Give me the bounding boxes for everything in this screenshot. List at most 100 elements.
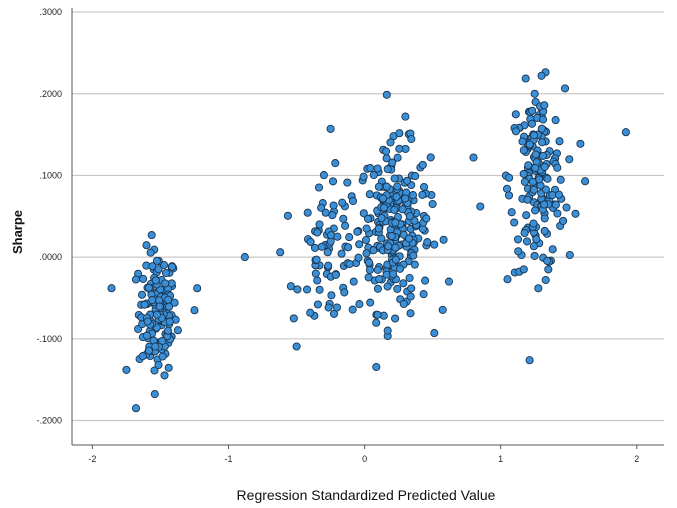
scatter-point — [131, 404, 141, 413]
scatter-point — [393, 182, 402, 191]
scatter-point — [144, 346, 154, 355]
scatter-point — [383, 282, 392, 291]
scatter-point — [384, 242, 393, 251]
scatter-point — [303, 208, 312, 217]
scatter-point — [387, 231, 396, 241]
scatter-point — [401, 112, 410, 121]
scatter-point — [173, 326, 182, 335]
scatter-point — [302, 285, 312, 294]
scatter-point — [535, 175, 544, 184]
scatter-point — [314, 183, 324, 192]
scatter-point — [240, 253, 249, 262]
scatter-point — [374, 182, 383, 191]
scatter-point — [581, 177, 590, 186]
scatter-point — [556, 175, 565, 184]
scatter-point — [142, 331, 151, 340]
scatter-point — [521, 74, 530, 83]
scatter-point — [366, 164, 375, 173]
scatter-point — [405, 212, 414, 221]
scatter-point — [541, 185, 550, 194]
scatter-point — [151, 276, 160, 285]
scatter-point — [553, 163, 562, 172]
scatter-point — [406, 309, 415, 318]
scatter-point — [514, 247, 523, 256]
scatter-point — [151, 342, 160, 351]
scatter-point — [143, 317, 152, 326]
scatter-point — [541, 275, 550, 285]
scatter-point — [190, 306, 199, 315]
x-axis-label: Regression Standardized Predicted Value — [237, 487, 496, 503]
scatter-point — [343, 178, 352, 187]
scatter-point — [164, 302, 174, 311]
scatter-point — [315, 220, 324, 229]
scatter-point — [522, 211, 531, 220]
scatter-point — [418, 160, 427, 169]
y-tick-labels: .3000 .2000 .1000 .0000 -.1000 -.2000 — [36, 7, 62, 425]
scatter-point — [537, 124, 546, 133]
scatter-point — [341, 221, 350, 230]
y-tick-label: .2000 — [39, 89, 62, 99]
scatter-point — [154, 360, 163, 370]
scatter-point — [286, 282, 295, 291]
scatter-point — [532, 235, 541, 244]
scatter-point — [333, 232, 342, 241]
scatter-point — [364, 273, 373, 282]
scatter-point — [276, 248, 285, 257]
scatter-point — [391, 218, 400, 227]
scatter-point — [381, 147, 391, 156]
scatter-point — [430, 329, 439, 338]
scatter-point — [530, 89, 539, 98]
scatter-point — [418, 190, 427, 199]
scatter-point — [527, 119, 537, 128]
scatter-point — [154, 265, 163, 274]
scatter-point — [543, 174, 552, 183]
scatter-point — [392, 192, 401, 201]
scatter-point — [519, 265, 528, 274]
scatter-point — [389, 269, 398, 279]
scatter-point — [510, 218, 519, 227]
scatter-point — [502, 184, 512, 193]
scatter-point — [571, 209, 580, 218]
scatter-point — [372, 318, 381, 327]
scatter-point — [348, 305, 357, 314]
scatter-point — [528, 106, 537, 115]
y-tick-label: -.2000 — [36, 415, 62, 425]
scatter-point — [401, 194, 410, 203]
scatter-point — [428, 199, 437, 209]
scatter-point — [383, 326, 392, 335]
scatter-point — [398, 205, 407, 214]
scatter-point — [518, 137, 527, 146]
scatter-point — [540, 101, 549, 110]
scatter-point — [361, 235, 371, 245]
scatter-point — [525, 140, 534, 149]
scatter-point — [306, 237, 315, 246]
scatter-point — [391, 255, 400, 264]
scatter-point — [382, 90, 391, 99]
scatter-point — [551, 200, 560, 209]
scatter-point — [165, 317, 174, 326]
scatter-point — [411, 172, 420, 181]
scatter-point — [505, 173, 514, 182]
scatter-point — [363, 214, 373, 223]
scatter-point — [139, 274, 148, 283]
scatter-point — [565, 250, 574, 260]
scatter-point — [386, 138, 395, 147]
scatter-point — [354, 253, 363, 262]
scatter-point — [344, 243, 353, 252]
scatter-point — [421, 276, 430, 285]
scatter-point — [529, 242, 538, 251]
scatter-point — [383, 165, 392, 174]
scatter-point — [407, 134, 416, 144]
scatter-point — [538, 138, 547, 147]
scatter-point — [439, 235, 448, 244]
scatter-point — [426, 153, 435, 162]
scatter-point — [476, 202, 485, 211]
scatter-point — [377, 213, 386, 223]
scatter-point — [539, 115, 548, 124]
scatter-point — [503, 275, 512, 284]
scatter-point — [406, 292, 415, 301]
scatter-point — [373, 310, 382, 319]
scatter-point — [319, 171, 328, 180]
scatter-point — [164, 295, 173, 304]
